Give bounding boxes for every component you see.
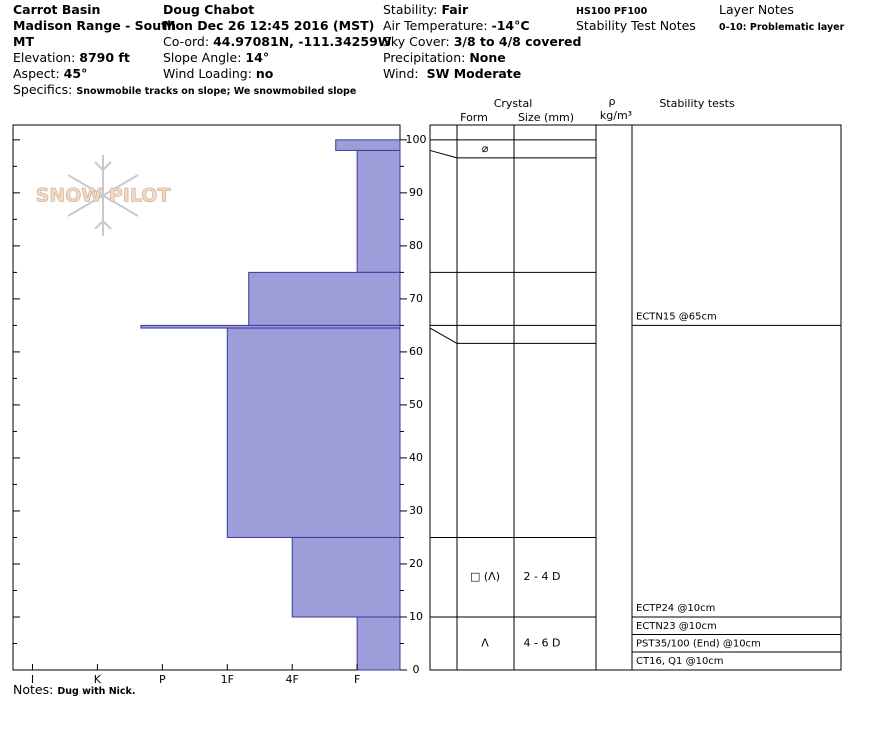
hardness-bar <box>291 536 401 618</box>
table-columns <box>456 125 633 670</box>
column-header: Crystal <box>494 97 533 110</box>
location: Carrot Basin <box>13 2 101 17</box>
y-tick-label: 90 <box>409 186 423 199</box>
y-tick-label: 0 <box>413 663 420 676</box>
observer: Doug Chabot <box>163 2 255 17</box>
x-tick-label: P <box>159 673 166 686</box>
column-header: Size (mm) <box>518 111 574 124</box>
field-label: Precipitation: <box>383 50 466 65</box>
table-frame <box>429 124 842 671</box>
field-value: 3/8 to 4/8 covered <box>453 34 582 49</box>
date: Mon Dec 26 12:45 2016 (MST) <box>163 18 375 33</box>
crystal-size: 4 - 6 D <box>524 636 561 649</box>
y-tick-label: 100 <box>406 133 427 146</box>
y-tick-label: 60 <box>409 345 423 358</box>
stability-test: ECTP24 @10cm <box>636 603 715 614</box>
crystal-form: Λ <box>481 636 489 649</box>
stability-test: ECTN15 @65cm <box>636 311 717 322</box>
field-label: Air Temperature: <box>383 18 488 33</box>
field-value: Fair <box>441 2 469 17</box>
header-conditions: Stability: Fair Air Temperature: -14°C S… <box>383 2 581 82</box>
field-label: Aspect: <box>13 66 60 81</box>
column-header: kg/m³ <box>600 109 632 122</box>
y-tick-label: 10 <box>409 610 423 623</box>
range: Madison Range - South <box>13 18 177 33</box>
stability-test-notes: Stability Test Notes <box>576 18 696 33</box>
watermark <box>67 155 139 236</box>
header-site: Carrot Basin Madison Range - South MT El… <box>13 2 356 98</box>
layer-notes-title: Layer Notes <box>719 2 794 17</box>
field-value: 14° <box>245 50 270 65</box>
field-label: Wind: <box>383 66 419 81</box>
field-label: Stability: <box>383 2 438 17</box>
notes-value: Dug with Nick. <box>57 686 136 697</box>
field-value: 45° <box>63 66 88 81</box>
crystal-size: 2 - 4 D <box>524 570 561 583</box>
crystal-form: □ (Λ) <box>470 570 500 583</box>
header-observer: Doug Chabot Mon Dec 26 12:45 2016 (MST) … <box>163 2 392 82</box>
notes-label: Notes: <box>13 682 54 697</box>
field-label: Co-ord: <box>163 34 210 49</box>
hardness-bar <box>226 327 401 538</box>
column-header: Form <box>460 111 488 124</box>
state: MT <box>13 34 34 49</box>
column-header: Stability tests <box>659 97 735 110</box>
header-tests: HS100 PF100 Stability Test Notes <box>576 2 696 34</box>
y-tick-label: 50 <box>409 398 423 411</box>
x-tick-label: I <box>31 673 34 686</box>
hs-pf: HS100 PF100 <box>576 6 648 17</box>
field-label: Slope Angle: <box>163 50 242 65</box>
x-tick-label: 4F <box>286 673 299 686</box>
stability-test: ECTN23 @10cm <box>636 621 717 632</box>
field-label: Sky Cover: <box>383 34 450 49</box>
notes: Notes: Dug with Nick. <box>13 682 135 698</box>
layer-note: 0-10: Problematic layer <box>719 22 845 33</box>
field-label: Wind Loading: <box>163 66 252 81</box>
field-label: Elevation: <box>13 50 76 65</box>
hardness-bar <box>248 271 401 326</box>
hardness-bar <box>356 616 401 671</box>
stability-test: PST35/100 (End) @10cm <box>636 638 761 649</box>
x-tick-label: 1F <box>221 673 234 686</box>
field-value: no <box>255 66 274 81</box>
y-tick-label: 20 <box>409 557 423 570</box>
watermark-text: SNOW PILOT <box>36 185 171 207</box>
field-value: None <box>469 50 506 65</box>
x-tick-label: F <box>354 673 360 686</box>
layer-connector <box>429 149 458 159</box>
header-layer-notes: Layer Notes 0-10: Problematic layer <box>719 2 844 34</box>
field-value: Snowmobile tracks on slope; We snowmobil… <box>76 86 357 97</box>
field-value: -14°C <box>491 18 530 33</box>
x-tick-label: K <box>94 673 102 686</box>
hardness-bar <box>356 149 401 273</box>
y-tick-label: 40 <box>409 451 423 464</box>
y-tick-label: 30 <box>409 504 423 517</box>
y-tick-label: 80 <box>409 239 423 252</box>
field-value: 8790 ft <box>79 50 130 65</box>
stability-test: CT16, Q1 @10cm <box>636 656 724 667</box>
field-label: Specifics: <box>13 82 73 97</box>
field-value: 44.97081N, -111.34259W <box>213 34 392 49</box>
y-tick-label: 70 <box>409 292 423 305</box>
hardness-bar <box>335 139 401 151</box>
field-value: SW Moderate <box>426 66 522 81</box>
column-header: ρ <box>609 95 616 108</box>
crystal-form: ⌀ <box>482 142 489 155</box>
layer-connector <box>429 327 458 344</box>
